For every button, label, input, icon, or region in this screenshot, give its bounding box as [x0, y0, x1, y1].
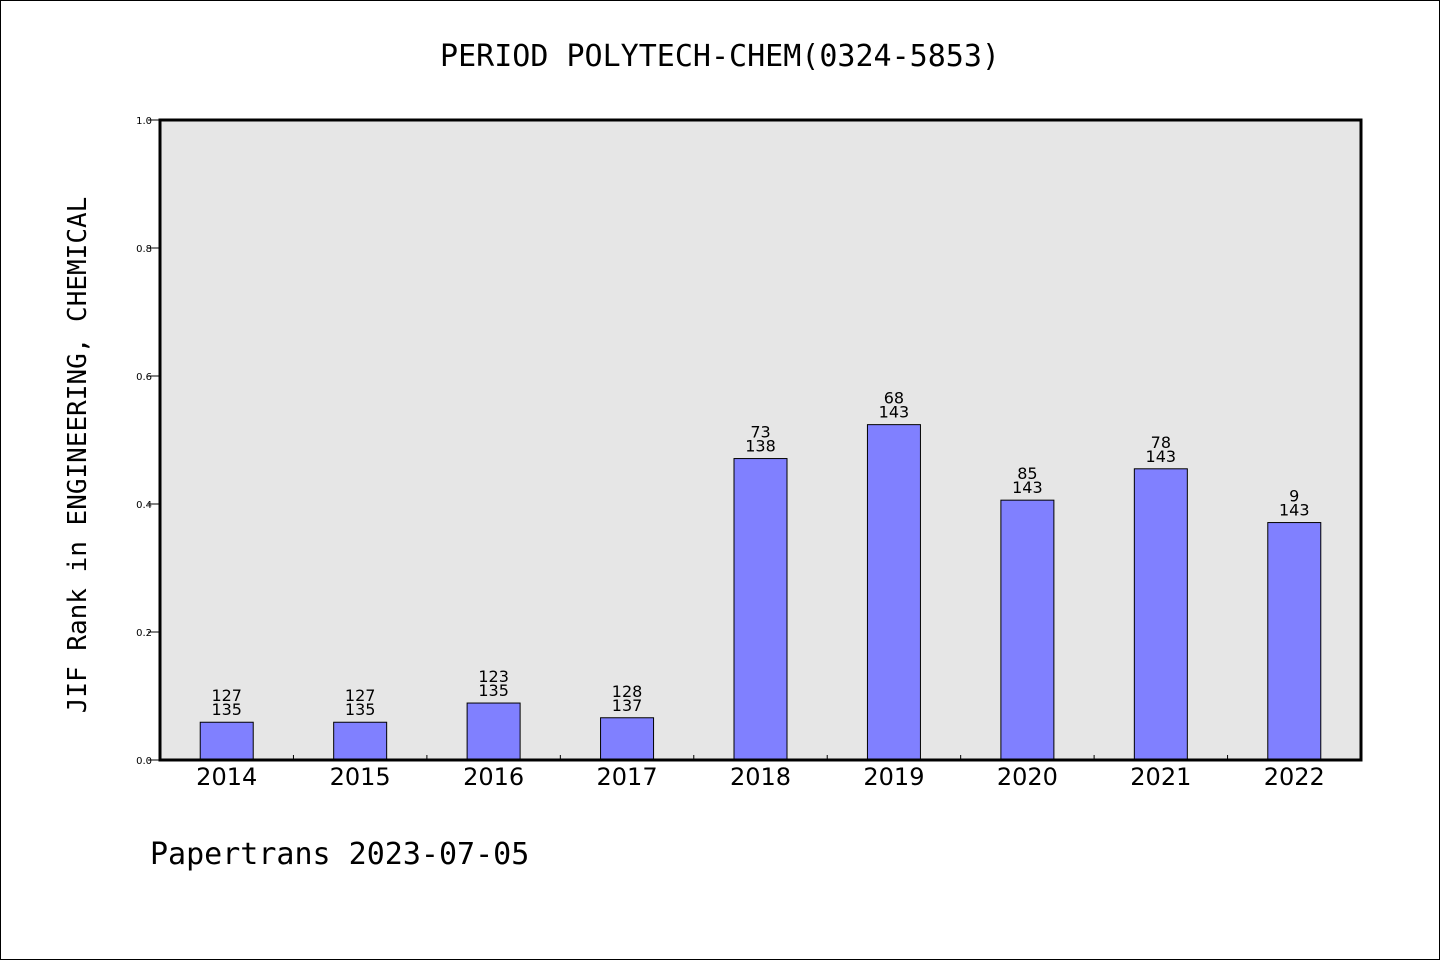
data-label-total: 135 — [211, 700, 242, 719]
y-axis-label: JIF Rank in ENGINEERING, CHEMICAL — [63, 197, 93, 714]
y-tick-label: 0.6 — [136, 372, 152, 383]
y-tick-label: 0.0 — [136, 756, 152, 767]
x-tick-label: 2019 — [863, 763, 924, 791]
data-label-rank: 85 — [1017, 464, 1037, 483]
x-tick-label: 2016 — [463, 763, 524, 791]
data-label-rank: 127 — [345, 686, 376, 705]
data-label-total: 143 — [879, 403, 910, 422]
bar-2019 — [866, 424, 921, 761]
data-label-rank: 78 — [1151, 433, 1171, 452]
bar-2022 — [1267, 522, 1322, 761]
data-label-total: 143 — [1012, 478, 1043, 497]
bar-2021 — [1133, 468, 1188, 761]
plot-border — [158, 118, 1363, 762]
x-tick-label: 2022 — [1264, 763, 1325, 791]
x-tick-label: 2021 — [1130, 763, 1191, 791]
bar-2015 — [333, 721, 388, 761]
y-tick-label: 0.2 — [136, 628, 152, 639]
y-tick-label: 1.0 — [136, 116, 152, 127]
y-tick-label: 0.4 — [136, 500, 152, 511]
bar-2020 — [1000, 499, 1055, 761]
x-tick-label: 2018 — [730, 763, 791, 791]
x-tick-label: 2020 — [997, 763, 1058, 791]
data-label-rank: 9 — [1289, 487, 1299, 506]
y-tick-label: 0.8 — [136, 244, 152, 255]
bar-2017 — [600, 717, 655, 761]
data-label-total: 143 — [1146, 447, 1177, 466]
data-label-rank: 127 — [211, 686, 242, 705]
bar-2018 — [733, 458, 788, 761]
data-label-total: 143 — [1279, 501, 1310, 520]
data-label-total: 135 — [345, 700, 376, 719]
bar-2016 — [466, 702, 521, 761]
data-label-rank: 68 — [884, 389, 904, 408]
data-label-total: 135 — [478, 681, 509, 700]
x-tick-label: 2015 — [330, 763, 391, 791]
footer-text: Papertrans 2023-07-05 — [150, 837, 529, 872]
data-label-rank: 128 — [612, 682, 643, 701]
bar-2014 — [199, 721, 254, 761]
data-label-rank: 123 — [478, 667, 509, 686]
x-tick-label: 2014 — [196, 763, 257, 791]
chart-title: PERIOD POLYTECH-CHEM(0324-5853) — [440, 39, 1000, 74]
data-label-total: 138 — [745, 437, 776, 456]
data-label-rank: 73 — [750, 423, 770, 442]
data-label-total: 137 — [612, 696, 643, 715]
x-tick-label: 2017 — [597, 763, 658, 791]
